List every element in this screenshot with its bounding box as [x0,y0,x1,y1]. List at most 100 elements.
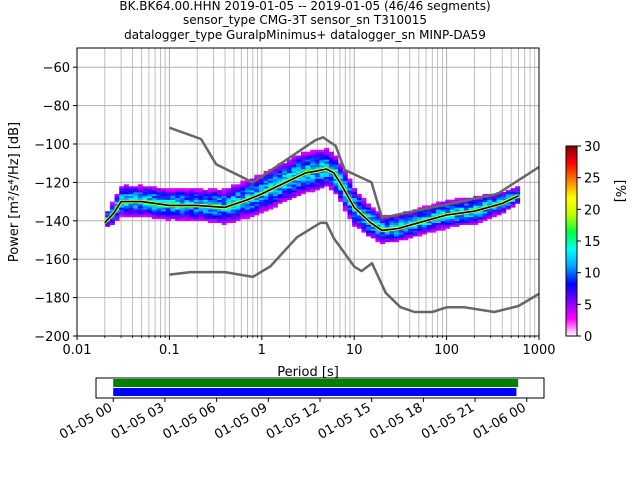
density-cell [491,199,497,202]
colorbar-tick-label: 15 [584,235,601,250]
density-cell [189,201,195,204]
density-cell [258,184,264,187]
density-cell [310,188,316,191]
y-tick-label: −60 [43,61,70,76]
density-cell [440,226,446,229]
density-cell [282,167,288,170]
density-cell [105,224,111,227]
density-cell [226,220,232,224]
density-cell [258,182,264,185]
density-cell [477,211,483,214]
density-cell [398,232,404,235]
density-cell [207,192,213,195]
density-cell [361,220,367,224]
colorbar-tick-label: 20 [584,203,601,218]
density-cell [435,207,441,210]
density-cell [435,203,441,206]
density-cell [314,157,320,160]
density-cell [165,201,171,204]
density-cell [226,213,232,216]
density-cell [375,218,381,222]
density-cell [291,170,297,174]
x-tick-label: 1 [258,343,266,358]
density-cell [305,151,311,154]
density-cell [179,190,185,193]
density-cell [380,218,386,222]
density-cell [240,205,246,208]
density-cell [310,176,316,179]
density-cell [380,236,386,239]
density-cell [244,188,250,191]
density-cell [286,159,292,162]
density-cell [426,215,432,218]
density-cell [156,199,162,202]
density-cell [440,222,446,225]
density-cell [487,203,493,206]
density-cell [151,197,157,200]
density-cell [296,178,302,181]
density-cell [258,207,264,210]
density-cell [282,174,288,177]
density-cell [361,203,367,206]
density-cell [226,193,232,197]
density-cell [352,203,358,206]
density-cell [300,159,306,162]
density-cell [184,207,190,210]
density-cell [184,195,190,199]
density-cell [114,197,120,200]
density-cell [151,211,157,214]
density-cell [133,207,139,210]
density-cell [231,184,236,187]
density-cell [207,193,213,197]
density-cell [128,188,134,191]
density-cell [370,215,376,218]
density-cell [137,188,143,191]
density-cell [207,199,213,202]
density-cell [394,222,400,225]
density-cell [189,193,195,197]
density-cell [258,199,264,202]
density-cell [254,213,260,216]
density-cell [277,199,283,202]
density-cell [319,149,325,152]
density-cell [128,205,134,208]
density-cell [310,186,316,189]
density-cell [142,195,148,199]
density-cell [193,218,199,222]
density-cell [310,167,316,170]
density-cell [324,159,330,162]
density-cell [384,226,390,229]
density-cell [463,205,469,208]
density-cell [212,203,218,206]
title-line-1: BK.BK64.00.HHN 2019-01-05 -- 2019-01-05 … [119,0,490,13]
x-tick-label: 10 [346,343,363,358]
density-cell [231,197,236,200]
density-cell [272,178,278,181]
density-cell [370,209,376,212]
density-cell [347,182,353,185]
density-cell [244,205,250,208]
density-cell [314,165,320,168]
density-cell [235,205,241,208]
density-cell [258,209,264,212]
density-cell [165,193,171,197]
density-cell [175,213,181,216]
density-cell [366,211,372,214]
density-cell [254,182,260,185]
density-cell [282,193,288,197]
density-cell [454,209,460,212]
density-cell [189,213,195,216]
density-cell [231,190,236,193]
density-cell [333,168,339,172]
density-cell [189,216,195,220]
density-cell [161,213,167,216]
density-cell [347,188,353,191]
density-cell [445,201,451,204]
density-cell [142,207,148,210]
density-cell [352,193,358,197]
x-tick-label: 0.1 [159,343,180,358]
density-cell [286,163,292,166]
density-cell [296,193,302,197]
density-cell [156,215,162,218]
density-cell [328,172,334,176]
